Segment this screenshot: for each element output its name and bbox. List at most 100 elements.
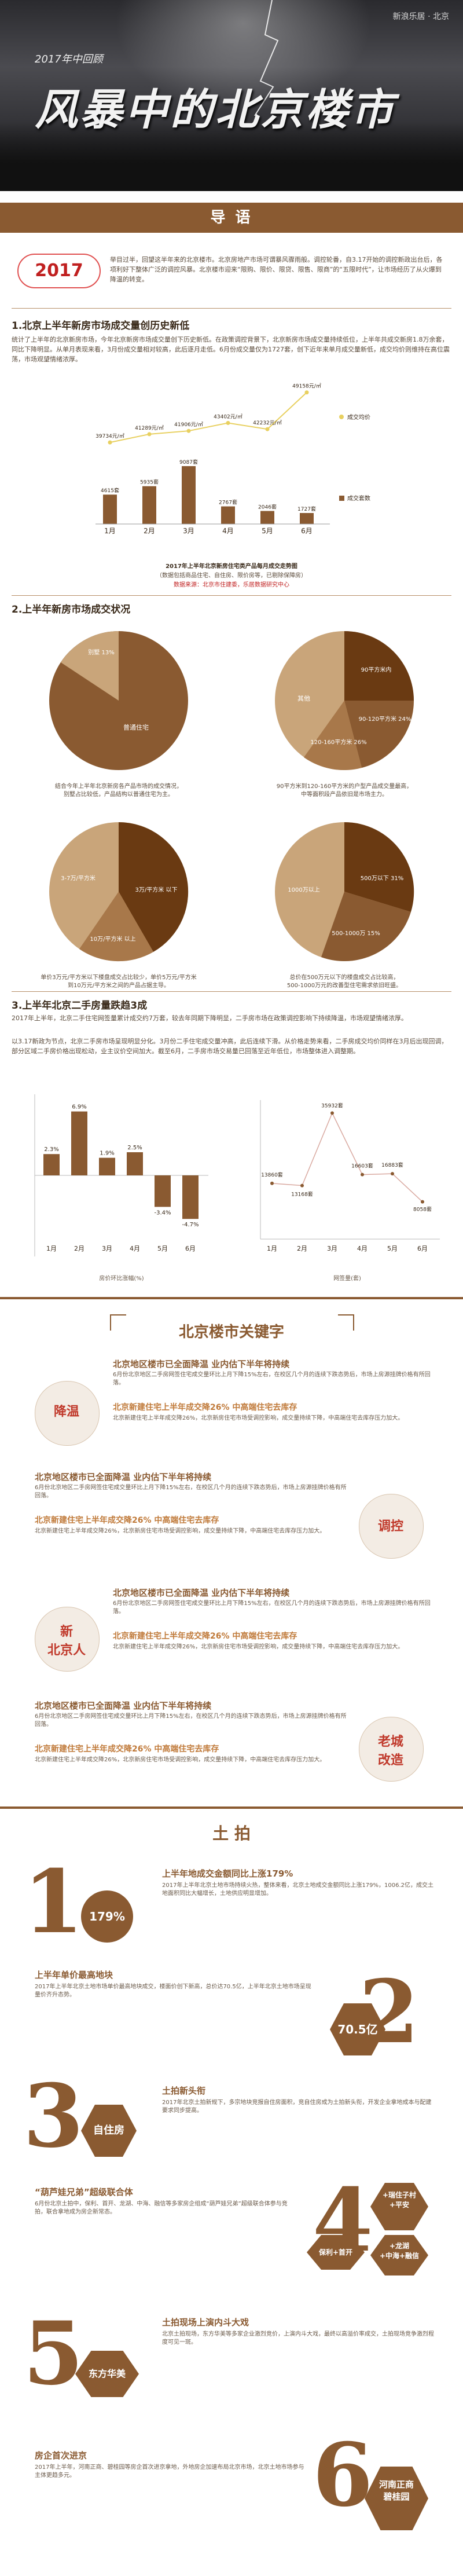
land-text: 北京土拍现场，东方华美等多家企业激烈竞价，上演内斗大戏，最终以高溢价率成交，土拍… [162, 2331, 434, 2346]
bar-value-label: 1.9% [100, 1150, 114, 1157]
bar-value-label: 6.9% [72, 1104, 86, 1111]
land-title: 土拍现场上演内斗大戏 [162, 2317, 249, 2328]
volume-bar [221, 506, 235, 524]
frame-corner [110, 1314, 126, 1331]
brand-logo: 新浪乐居 · 北京 [392, 12, 449, 21]
month-label: 4月 [222, 527, 234, 535]
land-title: “葫芦娃兄弟”超级联合体 [35, 2187, 133, 2197]
keyword-text: 6月份北京地区二手房网签住宅成交量环比上月下降15%左右，在校区几个月的连续下跌… [113, 1372, 431, 1386]
land-title: 上半年单价最高地块 [35, 1970, 113, 1980]
pie-label: 别墅 13% [88, 649, 114, 656]
land-title: 土拍新头衔 [162, 2086, 206, 2096]
keyword-subtitle: 北京新建住宅上半年成交降26% 中高端住宅去库存 [113, 1632, 297, 1641]
s1-chart-source: 数据来源：北京市住建委，乐居数据研究中心 [174, 582, 289, 588]
month-label: 1月 [46, 1245, 57, 1252]
pie-label: 500-1000万 15% [332, 930, 380, 937]
pie-slice [344, 822, 414, 912]
frame-corner [338, 1314, 354, 1331]
land-text: 2017年上半年，河南正商、碧桂园等房企首次进京拿地，外地房企加速布局北京市场，… [35, 2464, 304, 2479]
price-point [304, 390, 309, 395]
s3-bar-chart: 2.3% 1月 6.9% 2月 1.9% 3月 2.5% 4月 -3.4% 5月 -4.7% 6月 [34, 1094, 208, 1256]
month-label: 4月 [357, 1245, 368, 1252]
intro-text: 举目过半，回望这半年来的北京楼市。北京房地产市场可谓暴风骤雨般。调控轮番，自3.… [110, 256, 443, 283]
lightning-icon [254, 0, 279, 116]
pie-label: 3-7万/平方米 [61, 874, 95, 882]
keyword-badge: 降温 [53, 1405, 79, 1419]
s2-caption-3: 单价3万元/平方米以下楼盘成交占比较少，单价5万元/平方米 到10万元/平方米之… [41, 974, 197, 989]
keyword-subtitle: 北京新建住宅上半年成交降26% 中高端住宅去库存 [113, 1403, 297, 1412]
keyword-title: 北京地区楼市已全面降温 业内估下半年将持续 [35, 1701, 212, 1711]
volume-label: 2046套 [258, 503, 277, 510]
land-badge: 东方华美 [75, 2351, 139, 2397]
volume-bar [142, 486, 156, 524]
s1-heading: 1.北京上半年新房市场成交量创历史新低 [12, 320, 190, 332]
volume-point-label: 13168套 [291, 1191, 313, 1198]
month-label: 4月 [130, 1245, 140, 1252]
price-label: 43402元/㎡ [214, 413, 242, 420]
volume-label: 2767套 [219, 499, 237, 506]
pie-slice [344, 701, 414, 768]
keyword-badge: 调控 [377, 1519, 403, 1534]
price-point [147, 432, 152, 437]
volume-point [361, 1172, 364, 1177]
land-text: 2017年北京土拍新规下，多宗地块竞报自住房面积，竞自住房成为土拍新头衔，开发企… [162, 2099, 432, 2114]
pie-label: 1000万以上 [288, 886, 319, 893]
month-label: 3月 [183, 527, 194, 535]
bar-value-label: 2.5% [127, 1145, 142, 1151]
month-label: 1月 [267, 1245, 277, 1252]
month-label: 6月 [417, 1245, 428, 1252]
pie-label: 其他 [297, 695, 310, 702]
divider [0, 1807, 463, 1809]
pie-label: 3万/平方米 以下 [135, 886, 178, 893]
pie-label: 500万以下 31% [361, 875, 404, 882]
keyword-badge-bg [35, 1607, 100, 1672]
pie-unit-price: 3万/平方米 以下 3-7万/平方米 10万/平方米 以上 [49, 822, 189, 962]
keyword-subtitle: 北京新建住宅上半年成交降26% 中高端住宅去库存 [35, 1516, 219, 1525]
month-label: 5月 [157, 1245, 168, 1252]
price-label: 39734元/㎡ [95, 433, 124, 439]
price-point [108, 440, 112, 445]
bar-value-label: -3.4% [154, 1210, 171, 1216]
pie-unit-size: 90平方米内 90-120平方米 24% 120-160平方米 26% 其他 [275, 631, 414, 771]
keywords-section-title: 北京楼市关键字 [178, 1324, 284, 1341]
hero-year-tag: 2017年中回顾 [35, 53, 103, 65]
month-label: 6月 [185, 1245, 196, 1252]
rank-number: 5 [23, 2303, 84, 2405]
land-badge: 179% [81, 1890, 133, 1943]
land-badge: 河南正商 碧桂园 [365, 2467, 428, 2530]
volume-point-label: 35932套 [321, 1102, 343, 1109]
bar-value-label: -4.7% [182, 1222, 199, 1228]
land-badge: 70.5亿 [330, 2003, 385, 2055]
land-badge: 保利+首开 [307, 2235, 365, 2270]
volume-label: 4615套 [101, 487, 119, 494]
month-label: 5月 [262, 527, 273, 535]
month-label: 1月 [104, 527, 116, 535]
volume-point [391, 1172, 394, 1176]
bar-value-label: 2.3% [44, 1146, 58, 1153]
volume-point [330, 1111, 334, 1115]
divider [12, 991, 451, 992]
month-label: 6月 [301, 527, 313, 535]
keyword-title: 北京地区楼市已全面降温 业内估下半年将持续 [35, 1472, 212, 1482]
pie-label-ordinary: 普通住宅 [123, 723, 149, 731]
keyword-badge-bg [35, 1381, 100, 1446]
volume-label: 1727套 [297, 505, 316, 512]
volume-point [421, 1200, 424, 1204]
year-badge: 2017 [17, 254, 101, 288]
price-point [186, 428, 191, 433]
land-text: 6月份北京土拍中，保利、首开、龙湖、中海、融信等多家房企组成“葫芦娃兄弟”超级联… [35, 2201, 288, 2215]
month-label: 3月 [327, 1245, 337, 1252]
month-label: 2月 [144, 527, 155, 535]
change-bar [127, 1152, 143, 1175]
divider [0, 1297, 463, 1299]
keyword-title: 北京地区楼市已全面降温 业内估下半年将持续 [113, 1588, 290, 1598]
keyword-text: 北京新建住宅上半年成交降26%，北京新房住宅市场受调控影响，成交量持续下降，中高… [113, 1415, 404, 1421]
keyword-text: 6月份北京地区二手房网签住宅成交量环比上月下降15%左右，在校区几个月的连续下跌… [113, 1600, 431, 1615]
keyword-title: 北京地区楼市已全面降温 业内估下半年将持续 [113, 1359, 290, 1369]
volume-point [270, 1181, 274, 1185]
legend-volume: 成交套数 [347, 494, 370, 502]
pie-label: 90平方米内 [361, 666, 392, 673]
pie-label: 10万/平方米 以上 [90, 935, 135, 943]
price-label: 41289元/㎡ [135, 425, 164, 431]
s2-caption-2: 90平方米到120-160平方米的户型产品成交量最高， 中等面积段产品依旧是市场… [276, 783, 413, 798]
